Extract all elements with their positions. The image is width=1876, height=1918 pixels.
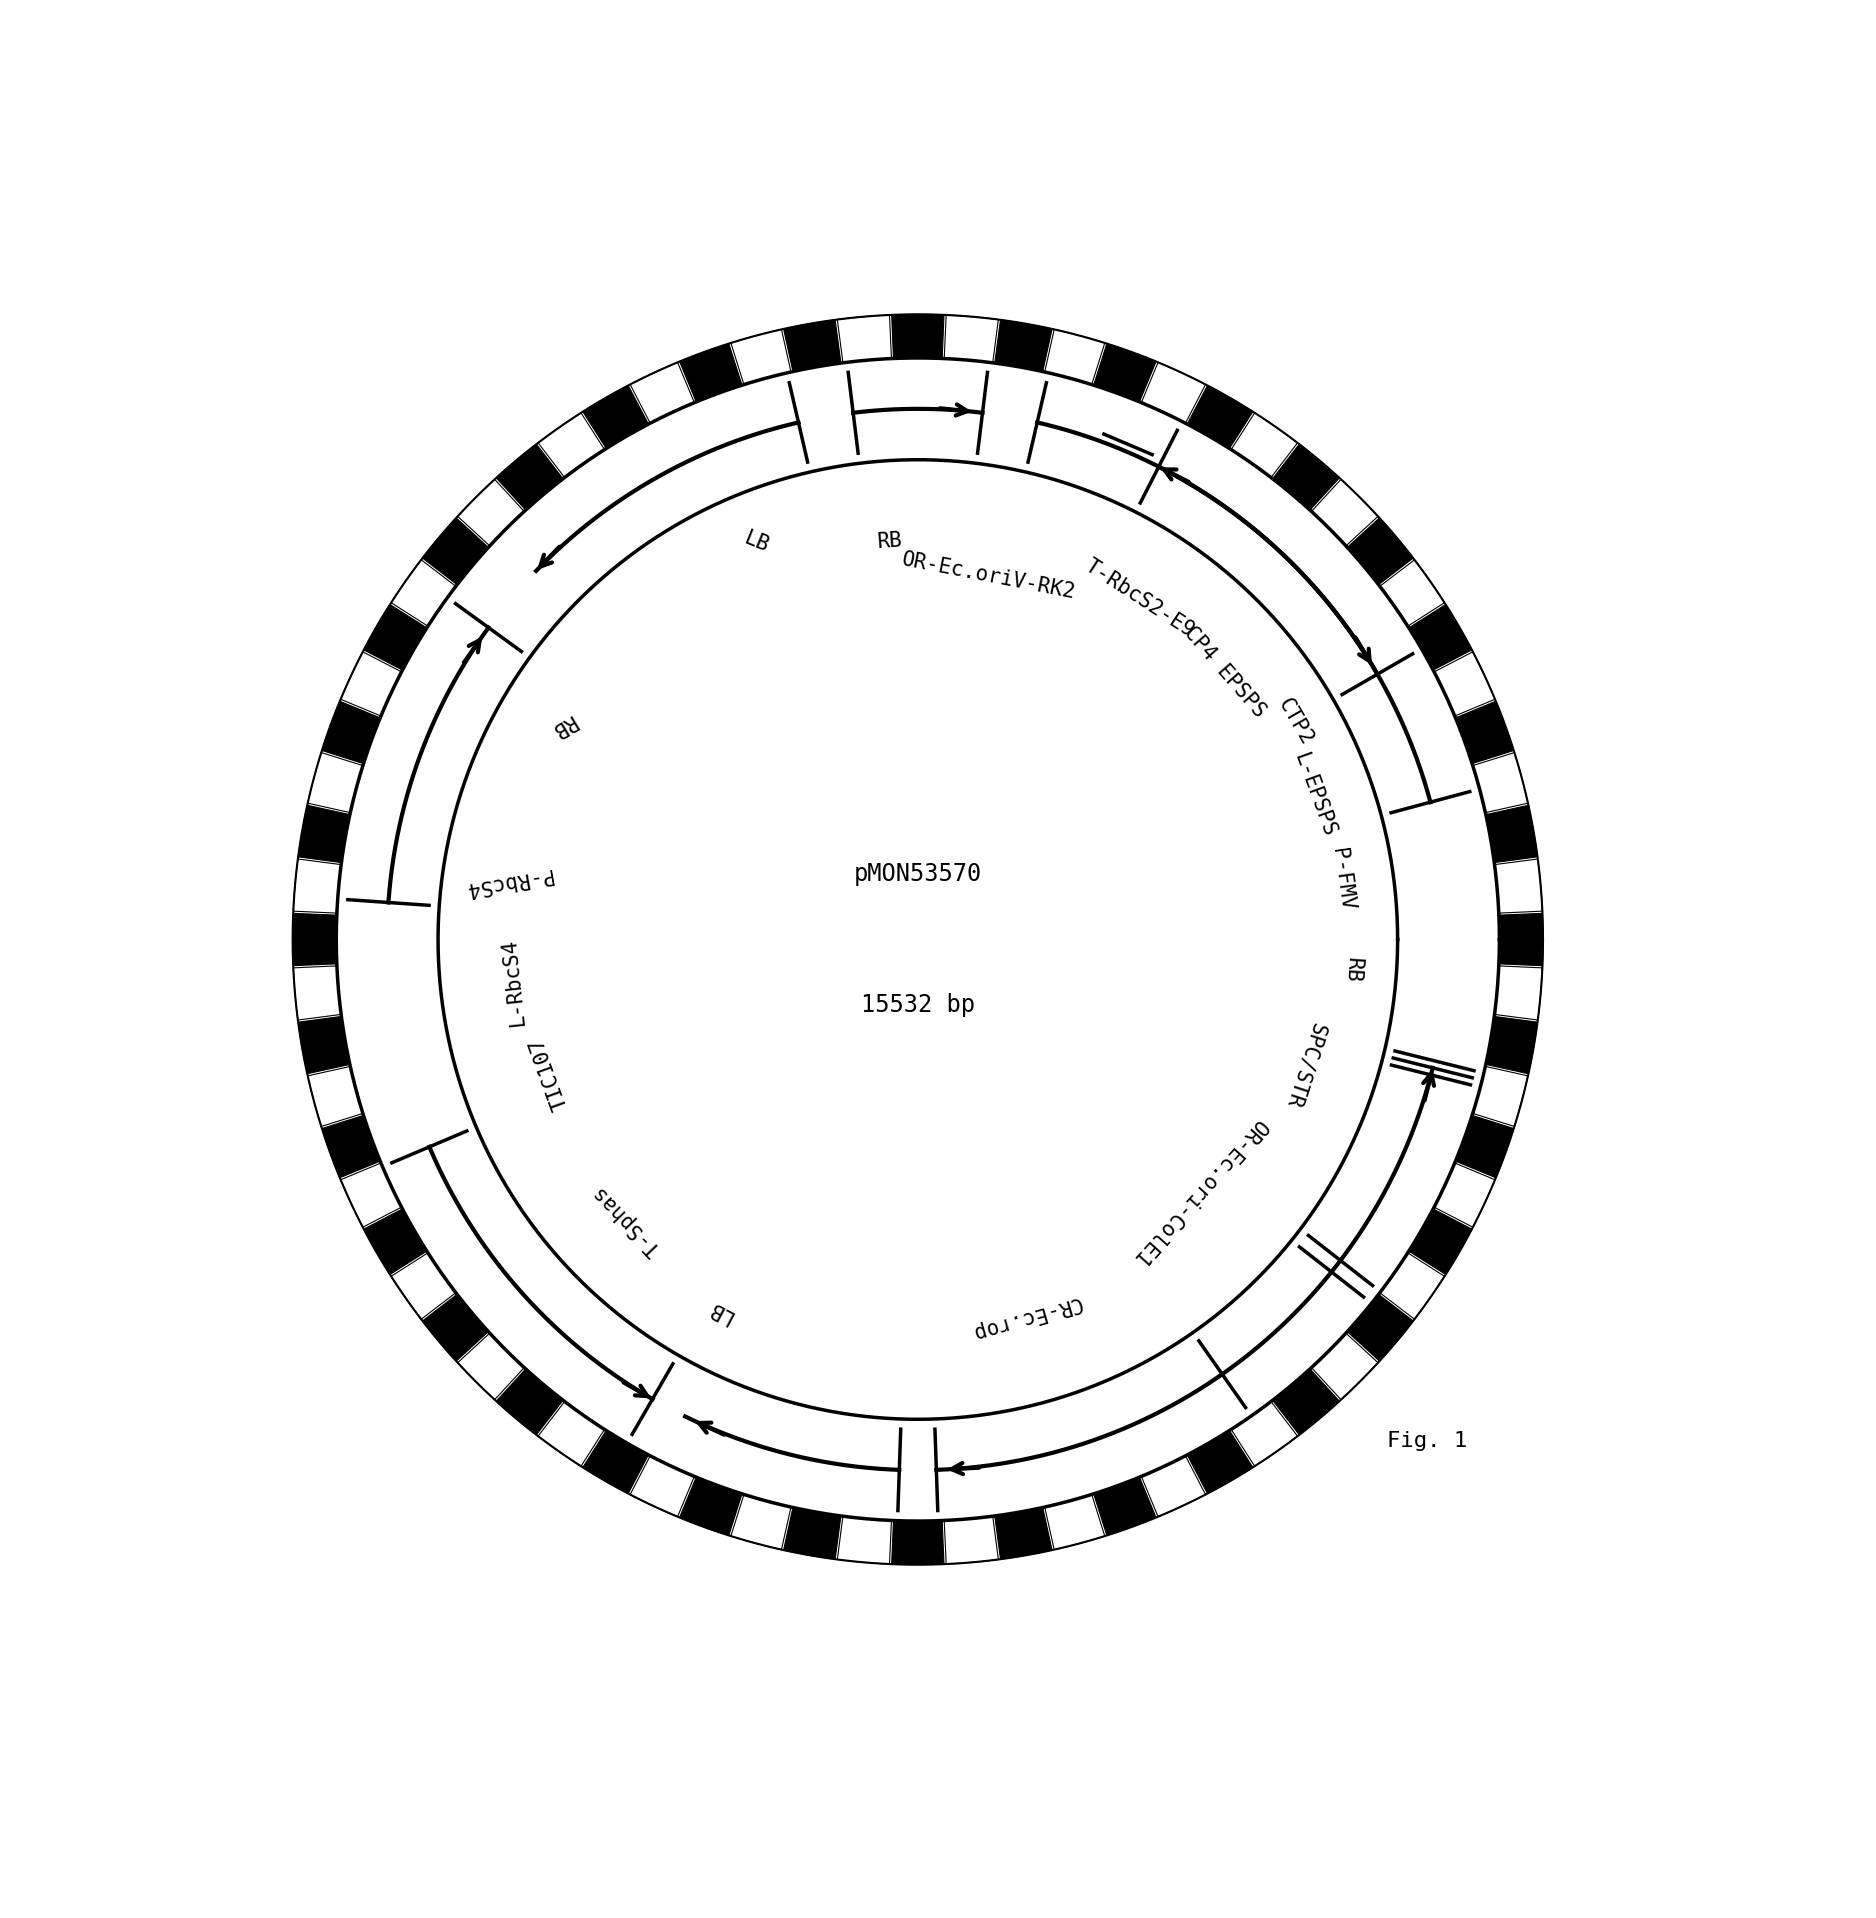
Wedge shape — [1141, 363, 1206, 424]
Wedge shape — [392, 560, 456, 625]
Wedge shape — [1311, 480, 1379, 547]
Wedge shape — [1473, 1066, 1527, 1126]
Text: L-EPSPS: L-EPSPS — [1289, 750, 1339, 840]
Wedge shape — [1495, 859, 1542, 913]
Wedge shape — [732, 330, 792, 386]
Text: SPC/STR: SPC/STR — [1281, 1020, 1328, 1111]
Text: Fig. 1: Fig. 1 — [1386, 1431, 1467, 1452]
Wedge shape — [1381, 560, 1445, 625]
Text: OR-Ec.ori-ColE1: OR-Ec.ori-ColE1 — [1127, 1116, 1270, 1270]
Wedge shape — [364, 1208, 428, 1274]
Wedge shape — [1499, 913, 1542, 965]
Wedge shape — [1188, 1431, 1253, 1494]
Wedge shape — [458, 1333, 523, 1400]
Wedge shape — [1045, 330, 1105, 386]
Wedge shape — [341, 1162, 401, 1228]
Wedge shape — [538, 412, 604, 478]
Wedge shape — [1094, 1477, 1156, 1536]
Wedge shape — [1409, 604, 1473, 669]
Wedge shape — [497, 1369, 563, 1435]
Wedge shape — [994, 320, 1052, 372]
Text: RB: RB — [546, 712, 578, 740]
Wedge shape — [1433, 1162, 1495, 1228]
Text: T-RbcS2-E9: T-RbcS2-E9 — [1081, 556, 1199, 641]
Wedge shape — [308, 1066, 362, 1126]
Text: CTP2: CTP2 — [1274, 694, 1317, 748]
Wedge shape — [891, 315, 944, 359]
Wedge shape — [293, 913, 338, 965]
Wedge shape — [1045, 1494, 1105, 1550]
Text: OR-Ec.oriV-RK2: OR-Ec.oriV-RK2 — [900, 549, 1077, 602]
Wedge shape — [944, 1517, 998, 1563]
Wedge shape — [1347, 518, 1413, 585]
Wedge shape — [1456, 1116, 1514, 1178]
Wedge shape — [837, 315, 891, 363]
Text: RB: RB — [1341, 957, 1364, 984]
Text: L-RbcS4: L-RbcS4 — [499, 938, 527, 1026]
Wedge shape — [392, 1252, 456, 1320]
Text: RB: RB — [876, 529, 902, 552]
Wedge shape — [1347, 1295, 1413, 1362]
Wedge shape — [1495, 967, 1542, 1020]
Wedge shape — [679, 343, 743, 403]
Wedge shape — [293, 967, 341, 1020]
Wedge shape — [784, 1508, 840, 1559]
Wedge shape — [630, 363, 694, 424]
Wedge shape — [1188, 386, 1253, 449]
Wedge shape — [1409, 1208, 1473, 1274]
Text: P-RbcS4: P-RbcS4 — [461, 865, 553, 900]
Text: P-FMV: P-FMV — [1328, 848, 1356, 913]
Wedge shape — [1141, 1456, 1206, 1517]
Wedge shape — [422, 1295, 488, 1362]
Text: LB: LB — [704, 1297, 735, 1327]
Wedge shape — [583, 386, 649, 449]
Wedge shape — [837, 1517, 891, 1563]
Wedge shape — [1231, 1402, 1298, 1465]
Wedge shape — [944, 315, 998, 363]
Wedge shape — [298, 1017, 349, 1074]
Wedge shape — [1381, 1252, 1445, 1320]
Text: CR-Ec.rop: CR-Ec.rop — [968, 1291, 1084, 1343]
Wedge shape — [1311, 1333, 1379, 1400]
Wedge shape — [1231, 412, 1298, 478]
Wedge shape — [1272, 1369, 1339, 1435]
Wedge shape — [891, 1521, 944, 1565]
Text: T-Sphas: T-Sphas — [589, 1181, 664, 1258]
Wedge shape — [323, 702, 381, 763]
Wedge shape — [679, 1477, 743, 1536]
Wedge shape — [538, 1402, 604, 1465]
Wedge shape — [1094, 343, 1156, 403]
Wedge shape — [1486, 806, 1538, 863]
Wedge shape — [1433, 652, 1495, 715]
Wedge shape — [1486, 1017, 1538, 1074]
Text: 15532 bp: 15532 bp — [861, 994, 976, 1017]
Wedge shape — [1272, 445, 1339, 510]
Wedge shape — [497, 445, 563, 510]
Wedge shape — [630, 1456, 694, 1517]
Text: LB: LB — [741, 527, 773, 556]
Text: TIC107: TIC107 — [527, 1036, 572, 1112]
Wedge shape — [1473, 752, 1527, 813]
Wedge shape — [1456, 702, 1514, 763]
Wedge shape — [298, 806, 349, 863]
Text: pMON53570: pMON53570 — [854, 861, 981, 886]
Wedge shape — [994, 1508, 1052, 1559]
Wedge shape — [458, 480, 523, 547]
Wedge shape — [422, 518, 488, 585]
Wedge shape — [784, 320, 840, 372]
Wedge shape — [732, 1494, 792, 1550]
Wedge shape — [364, 604, 428, 669]
Wedge shape — [323, 1116, 381, 1178]
Wedge shape — [583, 1431, 649, 1494]
Wedge shape — [308, 752, 362, 813]
Text: CP4 EPSPS: CP4 EPSPS — [1180, 623, 1270, 721]
Wedge shape — [341, 652, 401, 715]
Wedge shape — [293, 859, 341, 913]
